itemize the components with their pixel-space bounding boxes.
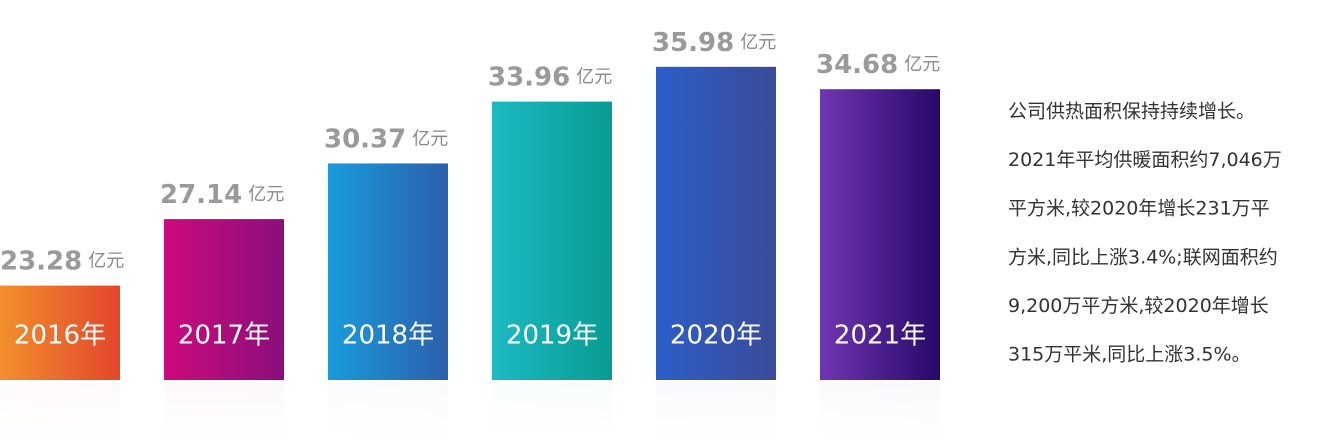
category-label: 2020年: [670, 321, 762, 351]
note-line: 9,200万平方米,较2020年增长: [1008, 295, 1269, 317]
bar: [492, 101, 612, 380]
value-number: 35.98: [652, 27, 734, 57]
value-label: 33.96 亿元: [488, 62, 612, 92]
reflection-fade: [164, 382, 284, 440]
category-label: 2018年: [342, 321, 434, 351]
note-line: 平方米,较2020年增长231万平: [1008, 198, 1270, 220]
note-line: 方米,同比上涨3.4%;联网面积约: [1008, 246, 1278, 268]
bar: [820, 89, 940, 380]
category-label: 2017年: [178, 321, 270, 351]
value-unit: 亿元: [576, 67, 612, 88]
value-number: 23.28: [0, 246, 82, 276]
note-line: 2021年平均供暖面积约7,046万: [1008, 149, 1282, 171]
value-unit: 亿元: [740, 32, 776, 53]
value-number: 34.68: [816, 50, 898, 80]
reflection-fade: [492, 382, 612, 440]
value-unit: 亿元: [88, 251, 124, 272]
category-label: 2019年: [506, 321, 598, 351]
value-number: 30.37: [324, 124, 406, 154]
note-line: 315万平米,同比上涨3.5%。: [1008, 344, 1251, 366]
bar: [0, 285, 120, 380]
bar: [164, 219, 284, 380]
category-label: 2016年: [14, 321, 106, 351]
value-unit: 亿元: [248, 184, 284, 205]
reflection-fade: [820, 382, 940, 440]
category-label: 2021年: [834, 321, 926, 351]
value-label: 27.14 亿元: [160, 180, 284, 210]
value-unit: 亿元: [412, 128, 448, 149]
bar: [656, 66, 776, 381]
value-unit: 亿元: [904, 54, 940, 75]
value-label: 35.98 亿元: [652, 27, 776, 57]
reflection-fade: [0, 382, 120, 440]
value-label: 30.37 亿元: [324, 124, 448, 154]
bar: [328, 163, 448, 380]
value-number: 27.14: [160, 180, 242, 210]
value-number: 33.96: [488, 62, 570, 92]
reflection-fade: [656, 382, 776, 440]
value-label: 34.68 亿元: [816, 50, 940, 80]
reflection-fade: [328, 382, 448, 440]
note-line: 公司供热面积保持持续增长。: [1008, 101, 1255, 123]
value-label: 23.28 亿元: [0, 246, 124, 276]
